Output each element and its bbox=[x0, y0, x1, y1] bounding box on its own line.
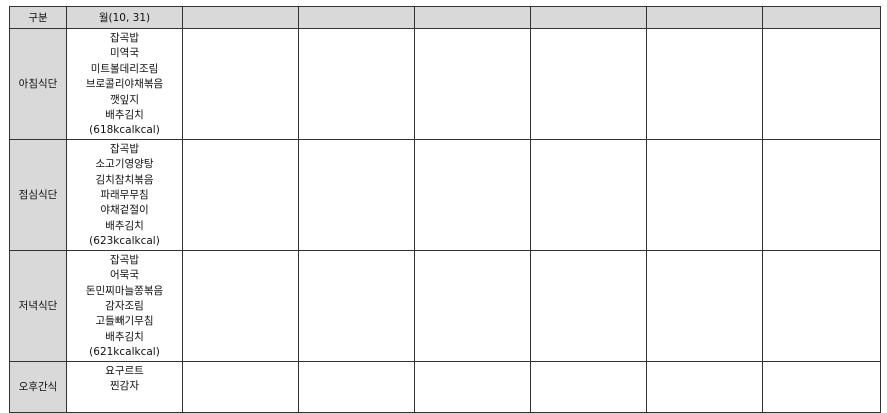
empty-cell bbox=[182, 249, 299, 362]
menu-item: 파래무무침 bbox=[100, 189, 149, 202]
empty-cell bbox=[646, 138, 763, 251]
empty-cell bbox=[646, 28, 763, 140]
menu-item: (621kcalkcal) bbox=[89, 346, 160, 359]
header-day bbox=[414, 6, 531, 29]
empty-cell bbox=[414, 28, 531, 140]
menu-item: 잡곡밥 bbox=[110, 142, 139, 155]
meal-label: 점심식단 bbox=[9, 138, 67, 251]
empty-cell bbox=[414, 138, 531, 251]
empty-cell bbox=[182, 138, 299, 251]
empty-cell bbox=[182, 360, 299, 413]
menu-item: (623kcalkcal) bbox=[89, 235, 160, 248]
empty-cell bbox=[762, 138, 881, 251]
menu-item: 김치참치볶음 bbox=[95, 173, 154, 186]
menu-item: 배추김치 bbox=[105, 219, 144, 232]
header-category: 구분 bbox=[9, 6, 67, 29]
menu-item: 고들빼기무침 bbox=[95, 315, 154, 328]
header-day bbox=[530, 6, 647, 29]
snack-row: 오후간식 요구르트 찐감자 bbox=[9, 360, 881, 413]
menu-item: 미트볼데리조림 bbox=[90, 62, 159, 75]
empty-cell bbox=[182, 28, 299, 140]
menu-item: 돈민찌마늘쫑볶음 bbox=[85, 284, 164, 297]
menu-item: 배추김치 bbox=[105, 109, 144, 122]
menu-item: 브로콜리야채볶음 bbox=[85, 78, 164, 91]
menu-item: 소고기영양탕 bbox=[95, 158, 154, 171]
header-day bbox=[182, 6, 299, 29]
empty-cell bbox=[646, 360, 763, 413]
meal-plan-table: 구분 월(10, 31) 아침식단 잡곡밥 미역국 미트볼데리조림 브로콜리야채볶음 깻잎… bbox=[9, 6, 881, 413]
empty-cell bbox=[530, 249, 647, 362]
empty-cell bbox=[646, 249, 763, 362]
empty-cell bbox=[530, 360, 647, 413]
empty-cell bbox=[298, 249, 415, 362]
menu-item: 깻잎지 bbox=[110, 93, 139, 106]
empty-cell bbox=[414, 360, 531, 413]
menu-item: 미역국 bbox=[110, 47, 139, 60]
empty-cell bbox=[530, 138, 647, 251]
menu-item: 잡곡밥 bbox=[110, 32, 139, 44]
empty-cell bbox=[414, 249, 531, 362]
empty-cell bbox=[762, 360, 881, 413]
menu-item: 잡곡밥 bbox=[110, 253, 139, 266]
menu-item: 찐감자 bbox=[110, 379, 139, 392]
empty-cell bbox=[762, 28, 881, 140]
empty-cell bbox=[298, 138, 415, 251]
header-day: 월(10, 31) bbox=[66, 6, 183, 29]
empty-cell bbox=[762, 249, 881, 362]
header-day bbox=[646, 6, 763, 29]
menu-item: 감자조림 bbox=[105, 299, 144, 312]
menu-item: 야채겉절이 bbox=[100, 204, 149, 217]
meal-label: 오후간식 bbox=[9, 360, 67, 413]
meal-label: 아침식단 bbox=[9, 28, 67, 140]
header-day bbox=[762, 6, 881, 29]
menu-item: 어묵국 bbox=[110, 269, 139, 282]
menu-item: 배추김치 bbox=[105, 330, 144, 343]
header-row: 구분 월(10, 31) bbox=[9, 6, 881, 29]
empty-cell bbox=[298, 28, 415, 140]
meal-label: 저녁식단 bbox=[9, 249, 67, 362]
menu-item: (618kcalkcal) bbox=[89, 124, 160, 137]
menu-item: 요구르트 bbox=[105, 364, 144, 377]
empty-cell bbox=[530, 28, 647, 140]
empty-cell bbox=[298, 360, 415, 413]
header-day bbox=[298, 6, 415, 29]
